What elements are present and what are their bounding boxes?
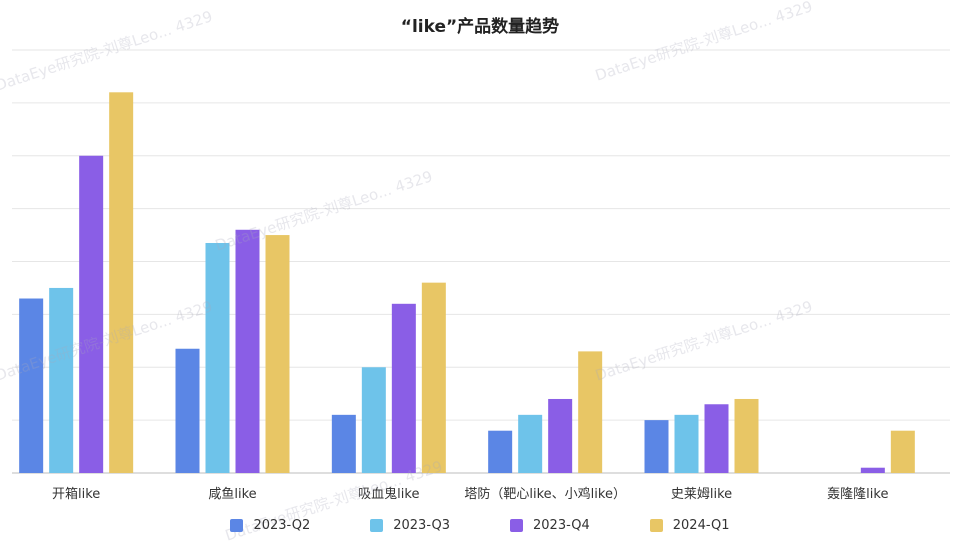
bar-2023-q2-3[interactable] xyxy=(488,430,513,473)
bar-2023-q4-2[interactable] xyxy=(391,303,416,473)
bar-2023-q4-5[interactable] xyxy=(860,467,885,473)
legend-swatch-2023-q2 xyxy=(230,519,244,532)
legend-item-2023-q2[interactable]: 2023-Q2 xyxy=(230,518,310,533)
legend-label-2023-q2: 2023-Q2 xyxy=(253,518,311,533)
bar-2023-q3-2[interactable] xyxy=(361,367,386,473)
bar-2024-q1-5[interactable] xyxy=(890,430,915,473)
bar-2023-q2-0[interactable] xyxy=(19,298,44,473)
legend-swatch-2024-q1 xyxy=(649,519,663,532)
bar-2023-q3-1[interactable] xyxy=(205,242,230,473)
bar-2023-q4-4[interactable] xyxy=(704,404,729,473)
legend-label-2024-q1: 2024-Q1 xyxy=(672,518,730,533)
x-tick-label: 开箱like xyxy=(52,486,100,502)
legend-item-2023-q4[interactable]: 2023-Q4 xyxy=(510,518,590,533)
bar-2023-q3-3[interactable] xyxy=(518,414,543,473)
bar-2023-q2-2[interactable] xyxy=(331,414,356,473)
x-tick-label: 塔防（靶心like、小鸡like） xyxy=(464,486,626,502)
legend-item-2023-q3[interactable]: 2023-Q3 xyxy=(370,518,450,533)
bar-2024-q1-2[interactable] xyxy=(421,282,446,473)
x-tick-label: 轰隆隆like xyxy=(827,486,888,502)
legend-item-2024-q1[interactable]: 2024-Q1 xyxy=(649,518,730,533)
chart-title: “like”产品数量趋势 xyxy=(400,17,560,37)
x-tick-label: 咸鱼like xyxy=(208,486,256,502)
x-tick-label: 吸血鬼like xyxy=(358,486,419,502)
bar-2024-q1-4[interactable] xyxy=(734,398,759,473)
legend-label-2023-q4: 2023-Q4 xyxy=(533,518,590,533)
legend-swatch-2023-q3 xyxy=(370,519,384,532)
bar-2023-q3-0[interactable] xyxy=(49,287,74,473)
bar-2023-q2-1[interactable] xyxy=(175,348,200,473)
bar-2023-q2-4[interactable] xyxy=(644,420,669,473)
bar-2023-q3-4[interactable] xyxy=(674,414,699,473)
chart-legend: 2023-Q2 2023-Q3 2023-Q4 2024-Q1 xyxy=(0,518,960,533)
bar-2024-q1-1[interactable] xyxy=(265,235,290,473)
x-tick-label: 史莱姆like xyxy=(671,487,732,502)
bar-2024-q1-3[interactable] xyxy=(578,351,603,473)
bar-2024-q1-0[interactable] xyxy=(109,92,134,474)
bar-2023-q4-3[interactable] xyxy=(548,398,573,473)
legend-label-2023-q3: 2023-Q3 xyxy=(393,518,450,533)
bar-2023-q4-1[interactable] xyxy=(235,229,260,473)
legend-swatch-2023-q4 xyxy=(510,519,523,532)
bar-2023-q4-0[interactable] xyxy=(79,155,104,473)
